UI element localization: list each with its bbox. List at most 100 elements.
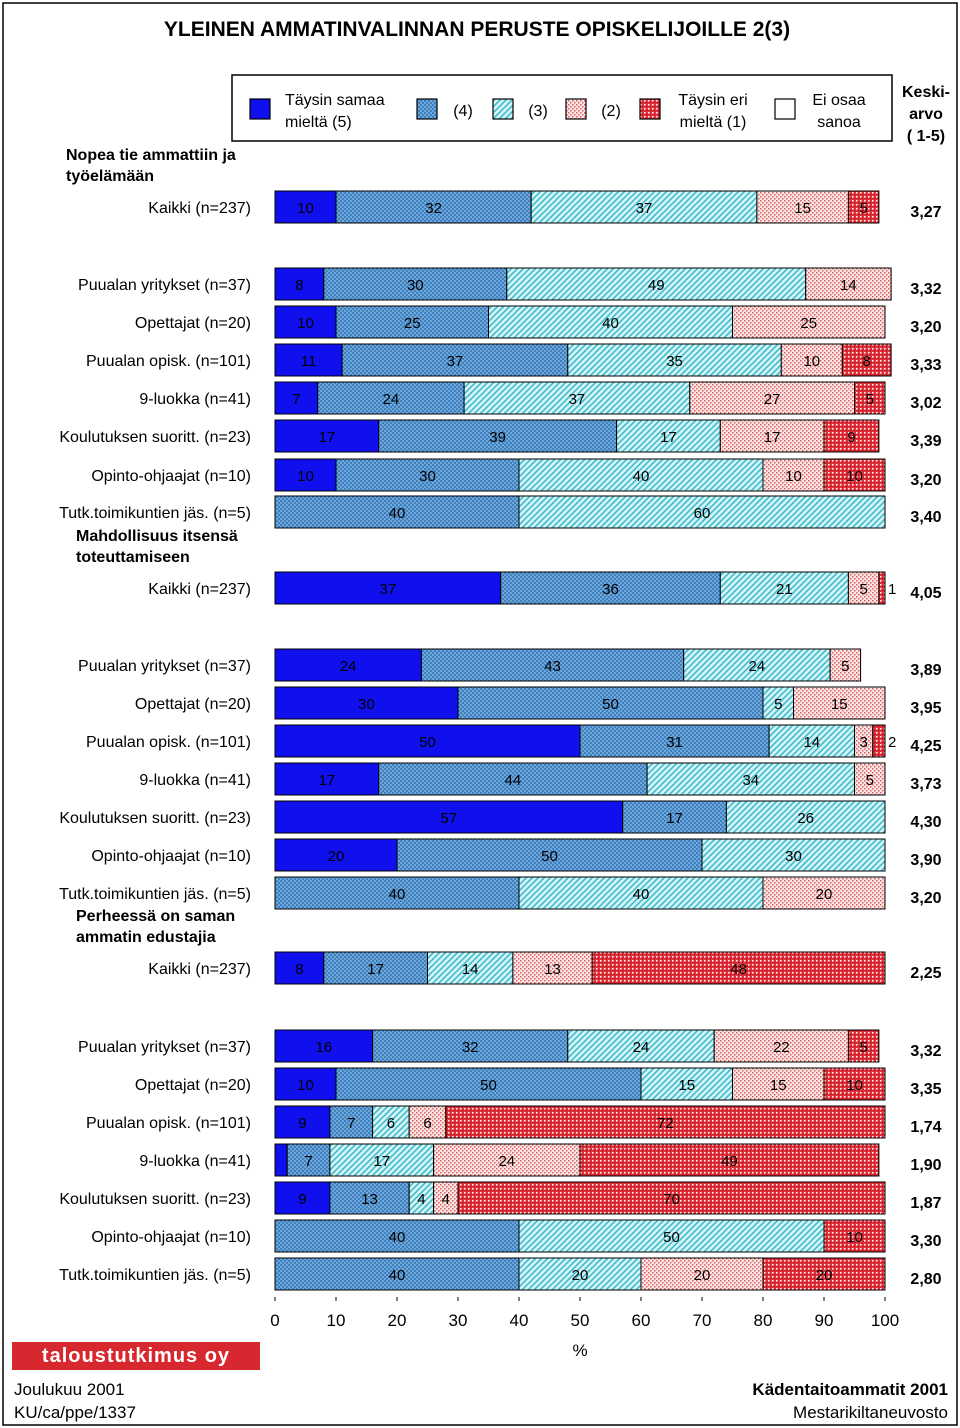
row-mean: 2,25 [910, 965, 941, 982]
bar-value-label: 5 [859, 200, 867, 217]
bar-segment [274, 876, 520, 910]
footer-date: Joulukuu 2001 [14, 1380, 125, 1399]
row-label: Opettajat (n=20) [135, 1077, 251, 1094]
bar-value-label: 5 [866, 772, 874, 789]
section-1: Nopea tie ammattiin ja työelämään Kaikki (… [59, 147, 942, 529]
mean-header-line: ( 1-5) [907, 128, 945, 145]
x-tick-label: 60 [632, 1311, 651, 1330]
bar-value-label: 6 [387, 1115, 395, 1132]
bar-value-label: 9 [847, 429, 855, 446]
bar-segment [488, 305, 733, 339]
bar-segment [335, 1067, 642, 1101]
bar-row: Opettajat (n=20) 3,35 10 50 15 15 10 [135, 1067, 942, 1101]
bar-segment [274, 458, 337, 492]
bar-segment [457, 1181, 886, 1215]
bar-row: Puualan yritykset (n=37) 3,32 16 32 24 22 5 [78, 1029, 942, 1063]
bar-value-label: 10 [846, 468, 863, 485]
row-label: Koulutuksen suoritt. (n=23) [59, 429, 251, 446]
row-label: 9-luokka (n=41) [139, 391, 251, 408]
row-mean: 3,73 [910, 776, 941, 793]
x-tick-label: 50 [571, 1311, 590, 1330]
legend-swatch-2 [492, 98, 514, 120]
row-mean: 3,32 [910, 281, 941, 298]
bar-value-label: 40 [602, 315, 619, 332]
bar-segment [591, 951, 886, 985]
bar-segment [378, 762, 648, 796]
bar-segment [518, 495, 886, 529]
bar-row: Kaikki (n=237) 4,05 37 36 21 5 1 [148, 571, 942, 605]
bar-value-label: 49 [721, 1153, 738, 1170]
bar-segment [841, 343, 892, 377]
bar-segment [463, 381, 691, 415]
legend: Täysin samaa mieltä (5) (4) (3) (2) Täysin er… [249, 92, 866, 131]
bar-segment [622, 800, 727, 834]
bar-segment [854, 762, 886, 796]
legend-label-0: Täysin samaa [285, 92, 385, 109]
section-title: toteuttamiseen [76, 549, 190, 566]
bar-segment [335, 190, 532, 224]
bar-segment [274, 190, 337, 224]
row-mean: 3,20 [910, 472, 941, 489]
bar-value-label: 40 [389, 1267, 406, 1284]
bar-segment [732, 1067, 825, 1101]
bar-segment [847, 1029, 880, 1063]
row-mean: 3,27 [910, 204, 941, 221]
bar-row: 9-luokka (n=41) 3,02 7 24 37 27 5 [139, 381, 942, 415]
bar-value-label: 14 [803, 734, 820, 751]
bar-value-label: 13 [544, 961, 561, 978]
bar-row: Puualan opisk. (n=101) 1,74 9 7 6 6 72 [86, 1105, 942, 1139]
bar-value-label: 7 [347, 1115, 355, 1132]
bar-segment [823, 1067, 886, 1101]
row-label: Puualan opisk. (n=101) [86, 1115, 251, 1132]
bar-value-label: 2 [888, 734, 896, 751]
bar-row: Opettajat (n=20) 3,20 10 25 40 25 [135, 305, 942, 339]
legend-label-4: mieltä (1) [680, 114, 747, 131]
bar-segment [274, 495, 520, 529]
bar-value-label: 40 [389, 886, 406, 903]
section-2: Mahdollisuus itsensä toteuttamiseen Kaikki… [59, 528, 942, 910]
bar-row: Opinto-ohjaajat (n=10) 3,20 10 30 40 10 10 [91, 458, 942, 492]
row-label: 9-luokka (n=41) [139, 1153, 251, 1170]
bar-row: Kaikki (n=237) 3,27 10 32 37 15 5 [148, 190, 942, 224]
bar-segment [847, 571, 880, 605]
bar-value-label: 15 [831, 696, 848, 713]
bar-value-label: 10 [846, 1077, 863, 1094]
x-tick-label: 70 [693, 1311, 712, 1330]
bar-value-label: 36 [602, 581, 619, 598]
legend-label-1: (4) [453, 103, 473, 120]
bar-value-label: 11 [301, 353, 317, 370]
x-tick-label: 20 [388, 1311, 407, 1330]
bar-segment [701, 838, 886, 872]
bar-value-label: 22 [773, 1039, 790, 1056]
bar-row: Koulutuksen suoritt. (n=23) 1,87 9 13 4 4 70 [59, 1181, 942, 1215]
bar-value-label: 4 [417, 1191, 425, 1208]
bar-value-label: 50 [480, 1077, 497, 1094]
bar-row: Puualan opisk. (n=101) 4,25 50 31 14 3 2 [86, 724, 942, 758]
bar-segment [762, 686, 794, 720]
bar-segment [335, 458, 520, 492]
bar-value-label: 31 [666, 734, 683, 751]
row-mean: 2,80 [910, 1271, 941, 1288]
row-label: Opinto-ohjaajat (n=10) [91, 468, 251, 485]
bar-segment [823, 458, 886, 492]
bar-segment [274, 1105, 331, 1139]
row-mean: 1,90 [910, 1157, 941, 1174]
bar-value-label: 16 [315, 1039, 332, 1056]
bar-segment [854, 381, 886, 415]
bar-segment [567, 343, 782, 377]
bar-value-label: 10 [785, 468, 802, 485]
bar-value-label: 20 [572, 1267, 589, 1284]
row-label: Tutk.toimikuntien jäs. (n=5) [59, 886, 251, 903]
legend-label-4: Täysin eri [678, 92, 747, 109]
bar-row: Koulutuksen suoritt. (n=23) 4,30 57 17 26 [59, 800, 942, 834]
footer-client-org: Mestarikiltaneuvosto [793, 1403, 948, 1422]
bar-value-label: 8 [295, 961, 303, 978]
bar-segment [823, 419, 880, 453]
row-mean: 1,87 [910, 1195, 941, 1212]
bar-value-label: 39 [489, 429, 506, 446]
bar-segment [878, 571, 886, 605]
bar-segment [274, 1143, 288, 1177]
bar-row: Tutk.toimikuntien jäs. (n=5) 2,80 40 20 20 20 [59, 1257, 942, 1291]
legend-swatch-4 [639, 98, 661, 120]
bar-value-label: 10 [297, 468, 314, 485]
